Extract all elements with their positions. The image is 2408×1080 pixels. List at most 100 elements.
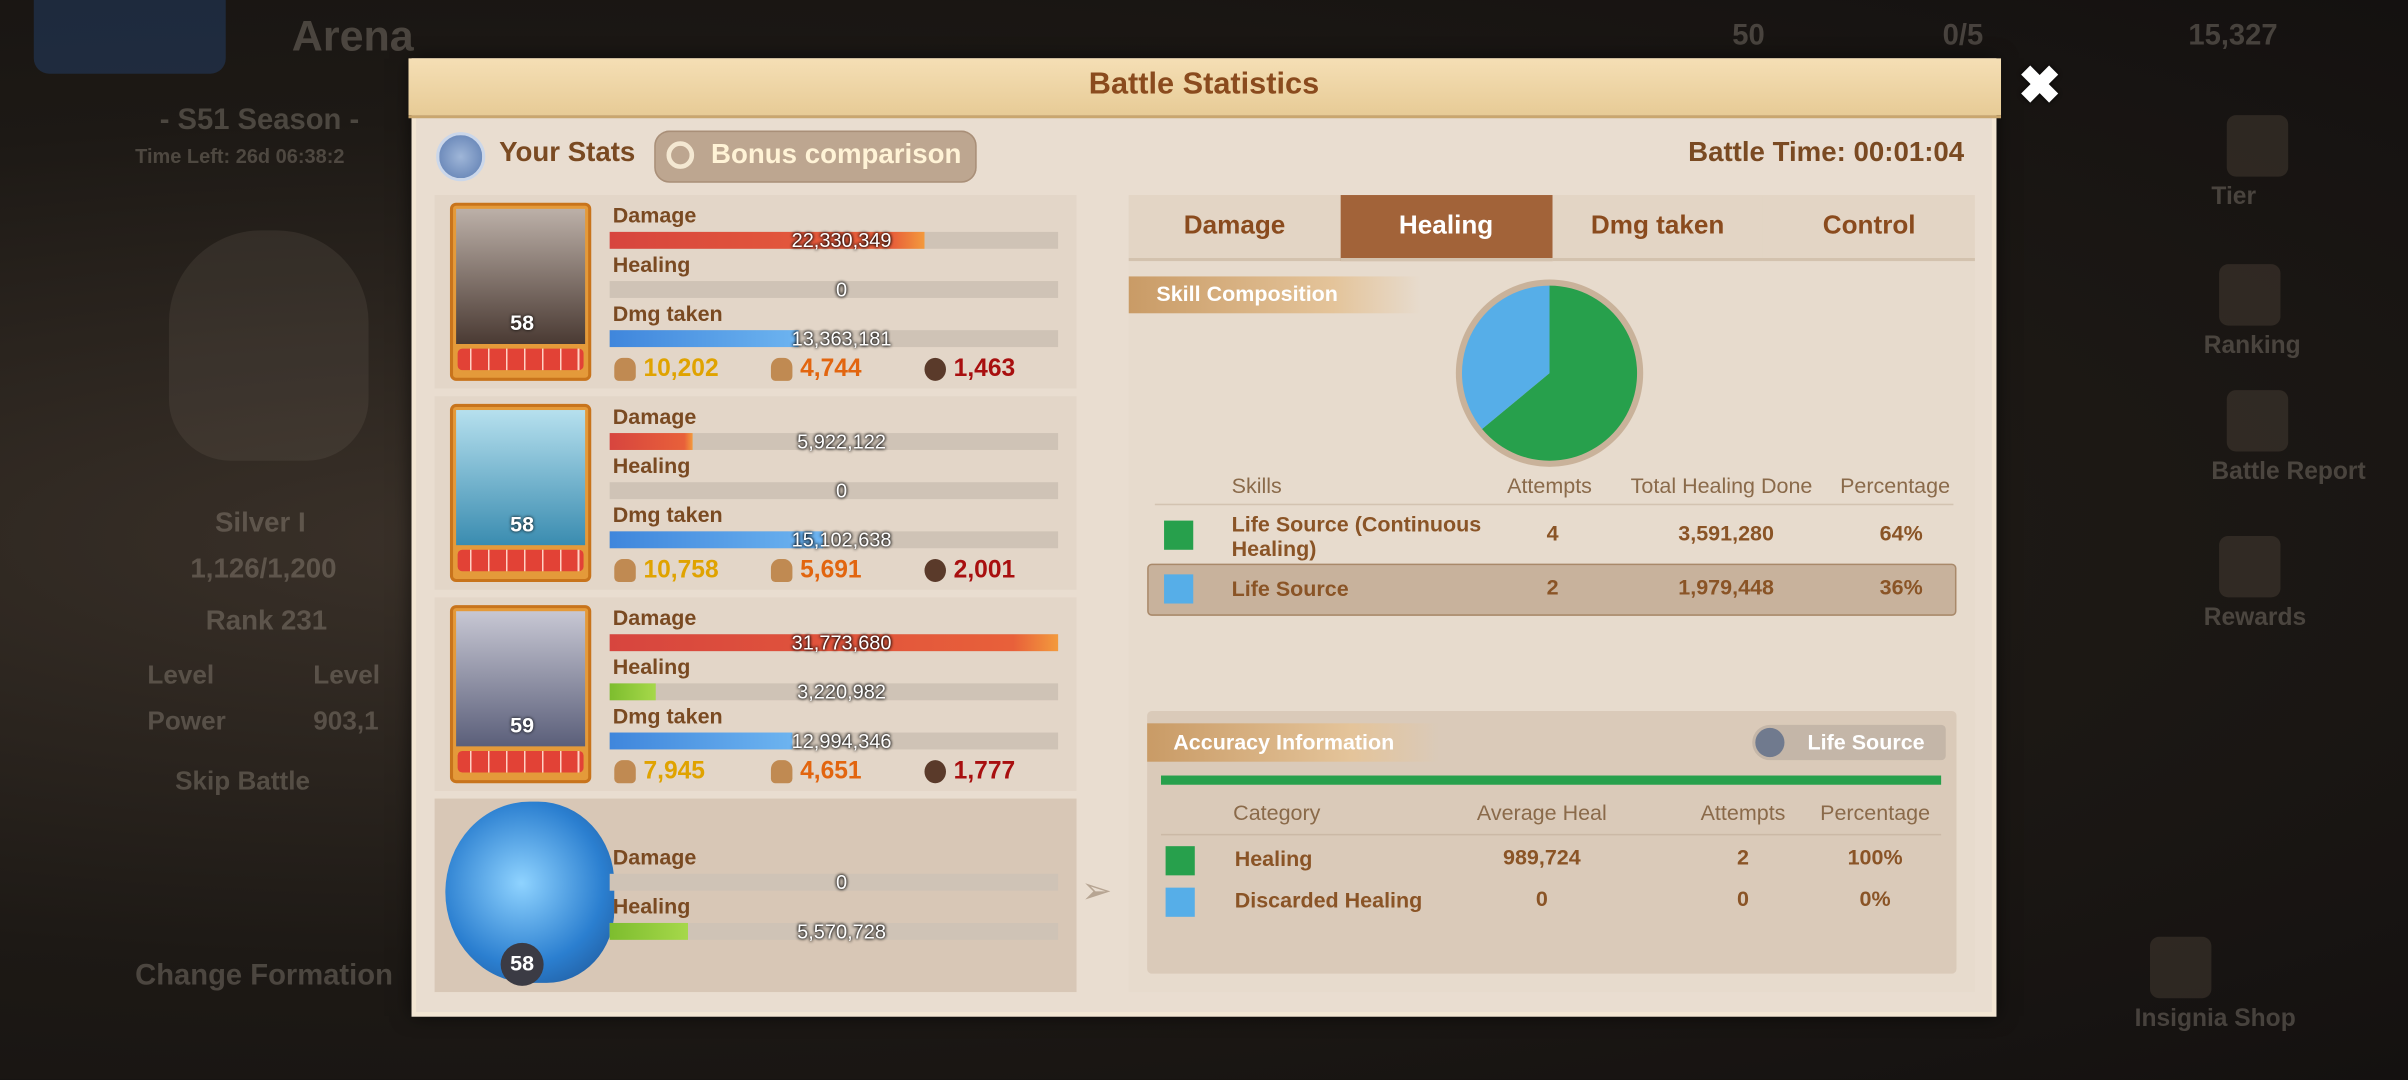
rank: Rank 231 — [205, 605, 328, 636]
side-menu-item[interactable]: Battle Report — [2211, 459, 2366, 486]
table-header: Category — [1233, 800, 1321, 825]
count-value: 10,202 — [643, 356, 719, 383]
side-menu-item[interactable]: Tier — [2211, 184, 2257, 211]
skip-battle[interactable]: Skip Battle — [175, 766, 310, 796]
attempts: 2 — [1546, 574, 1559, 599]
side-menu-item[interactable]: Ranking — [2203, 333, 2301, 360]
stat-value: 5,570,728 — [797, 919, 886, 943]
count-icon — [770, 760, 793, 784]
stat-bar — [609, 634, 1059, 652]
average-heal: 989,724 — [1502, 844, 1581, 870]
menu-icon[interactable] — [2149, 936, 2212, 999]
season: - S51 Season - — [159, 104, 360, 137]
stat-label: Dmg taken — [612, 703, 723, 728]
close-button[interactable]: ✖ — [2017, 56, 2062, 116]
count-value: 5,691 — [800, 557, 862, 584]
count-value: 4,651 — [800, 758, 862, 785]
back-button[interactable] — [33, 0, 226, 74]
tab-label[interactable]: Damage — [1183, 210, 1286, 240]
emblem — [168, 230, 369, 461]
hero-stars — [457, 549, 584, 572]
stat-value: 0 — [836, 277, 848, 301]
side-menu-item[interactable]: Insignia Shop — [2134, 1005, 2296, 1032]
attempts: 0 — [1737, 886, 1750, 911]
count-icon — [924, 357, 946, 381]
stat-value: 0 — [836, 870, 848, 894]
count-value: 4,744 — [800, 356, 862, 383]
currency: 0/5 — [1942, 19, 1984, 53]
stat-value: 0 — [836, 479, 848, 503]
league: Silver I — [214, 506, 306, 538]
table-header: Attempts — [1700, 800, 1786, 825]
side-menu-item[interactable]: Rewards — [2203, 605, 2307, 632]
skill-icon — [1755, 727, 1785, 758]
count-icon — [614, 760, 636, 784]
stat-label: Damage — [612, 202, 697, 228]
power-label: Power — [147, 706, 226, 736]
category: Healing — [1234, 846, 1313, 871]
stat-label: Damage — [612, 403, 697, 429]
skill-name: Life Source — [1231, 575, 1349, 601]
hero-image — [456, 410, 586, 546]
header-rule — [1160, 833, 1942, 836]
pie-slice — [1482, 285, 1638, 461]
attempts: 2 — [1737, 844, 1750, 870]
stat-value: 5,922,122 — [797, 429, 886, 454]
tab[interactable] — [1128, 195, 1341, 262]
tab[interactable] — [1340, 195, 1552, 262]
bar-track — [609, 683, 1059, 701]
stat-value: 3,220,982 — [797, 680, 886, 704]
stat-value: 31,773,680 — [791, 631, 892, 655]
accuracy-title: Accuracy Information — [1173, 729, 1395, 755]
count-icon — [770, 357, 793, 381]
tab[interactable] — [1763, 195, 1975, 262]
change-formation[interactable]: Change Formation — [135, 959, 393, 993]
screen-title: Arena — [291, 12, 414, 60]
swap-icon[interactable] — [436, 132, 486, 182]
bonus-comparison[interactable]: Bonus comparison — [711, 138, 962, 169]
section-title: Skill Composition — [1156, 281, 1338, 306]
percentage: 36% — [1879, 574, 1923, 599]
power-value: 903,1 — [313, 706, 379, 736]
average-heal: 0 — [1535, 886, 1548, 911]
menu-icon[interactable] — [2219, 264, 2281, 326]
pie-chart — [1455, 279, 1644, 467]
time-left: Time Left: 26d 06:38:2 — [135, 144, 345, 168]
stat-value: 13,363,181 — [791, 327, 892, 351]
stat-bar — [609, 732, 794, 750]
hero-stars — [457, 750, 584, 773]
menu-icon[interactable] — [2226, 115, 2289, 177]
row-highlight[interactable] — [1147, 563, 1957, 616]
menu-icon[interactable] — [2226, 390, 2289, 452]
arrow: ➢ — [1081, 870, 1113, 913]
hero-image — [456, 611, 586, 747]
count-value: 2,001 — [953, 557, 1016, 584]
points: 1,126/1,200 — [190, 552, 337, 584]
table-header: Average Heal — [1476, 800, 1607, 825]
stat-bar — [609, 231, 925, 249]
count-value: 1,777 — [953, 758, 1016, 785]
bonus-button[interactable] — [654, 130, 977, 183]
stat-bar — [609, 330, 799, 348]
stat-label: Damage — [612, 605, 697, 630]
section-header — [1128, 276, 1421, 314]
legend-swatch — [1165, 846, 1195, 876]
stat-label: Healing — [612, 893, 691, 919]
battle-time: Battle Time: 00:01:04 — [1688, 136, 1965, 168]
bar-track — [609, 922, 1059, 940]
tab-label[interactable]: Healing — [1398, 210, 1494, 240]
search-icon — [666, 141, 695, 169]
count-icon — [614, 357, 636, 381]
currency: 15,327 — [2188, 19, 2278, 53]
skill-button-label[interactable]: Life Source — [1807, 729, 1925, 755]
menu-icon[interactable] — [2219, 535, 2281, 598]
currency: 50 — [1732, 19, 1765, 53]
dialog-header — [408, 58, 2002, 119]
tab[interactable] — [1551, 195, 1764, 262]
total-healing: 3,591,280 — [1678, 520, 1774, 546]
tab-label[interactable]: Dmg taken — [1590, 210, 1725, 240]
stat-bar — [609, 922, 689, 940]
tab-label[interactable]: Control — [1822, 210, 1916, 240]
stat-bar — [609, 531, 823, 549]
